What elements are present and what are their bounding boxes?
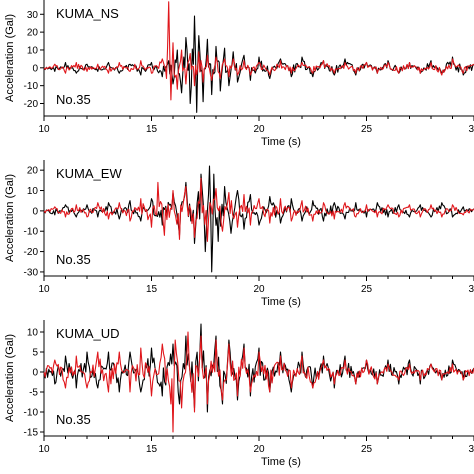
- x-tick-label: 15: [146, 444, 158, 455]
- panel-label: KUMA_EW: [56, 166, 122, 181]
- y-tick-label: -20: [24, 247, 39, 258]
- station-label: No.35: [56, 252, 91, 267]
- y-tick-label: 10: [27, 45, 39, 56]
- y-tick-label: 20: [27, 166, 39, 177]
- x-tick-label: 20: [253, 124, 265, 135]
- x-tick-label: 15: [146, 124, 158, 135]
- y-axis-label: Acceleration (Gal): [4, 14, 16, 102]
- y-tick-label: -15: [24, 428, 39, 439]
- x-tick-label: 25: [361, 124, 373, 135]
- x-tick-label: 20: [253, 284, 265, 295]
- chart-panel-2: 20 10 0 -10 -20 -30 10 15 20 25 3 Time (s) Accelerat…: [4, 160, 474, 308]
- y-tick-label: -30: [24, 267, 39, 278]
- x-tick-label: 10: [38, 284, 50, 295]
- x-tick-label: 25: [361, 284, 373, 295]
- station-label: No.35: [56, 92, 91, 107]
- panel-label: KUMA_NS: [56, 6, 119, 21]
- y-tick-label: 10: [27, 328, 39, 339]
- x-axis-label: Time (s): [261, 136, 301, 148]
- x-axis-label: Time (s): [261, 296, 301, 308]
- chart-panel-3: 10 5 0 -5 -10 -15 10 15 20 25 3 Time (s) Acceleratio…: [4, 320, 474, 468]
- y-tick-label: 30: [27, 10, 39, 21]
- x-tick-label: 10: [38, 444, 50, 455]
- y-tick-label: -20: [24, 99, 39, 110]
- y-tick-label: -10: [24, 227, 39, 238]
- y-tick-label: 0: [32, 63, 38, 74]
- series-line-red: [43, 177, 474, 242]
- x-tick-label: 3: [468, 124, 474, 135]
- series-line-red: [43, 331, 474, 433]
- y-tick-label: 0: [32, 368, 38, 379]
- x-tick-label: 15: [146, 284, 158, 295]
- y-tick-label: 5: [32, 348, 38, 359]
- x-tick-label: 3: [468, 284, 474, 295]
- x-tick-label: 20: [253, 444, 265, 455]
- x-tick-label: 10: [38, 124, 50, 135]
- chart-panel-1: 30 20 10 0 -10 -20 10 15 20 25 3 Time (s) Accelerati…: [4, 0, 474, 148]
- y-tick-label: 20: [27, 28, 39, 39]
- panel-label: KUMA_UD: [56, 326, 120, 341]
- y-tick-label: -10: [24, 408, 39, 419]
- x-axis-label: Time (s): [261, 456, 301, 468]
- y-tick-label: 0: [32, 206, 38, 217]
- y-axis-label: Acceleration (Gal): [4, 334, 16, 422]
- y-axis-label: Acceleration (Gal): [4, 174, 16, 262]
- x-tick-label: 3: [468, 444, 474, 455]
- series-line-red: [43, 1, 474, 101]
- y-tick-label: -5: [29, 388, 38, 399]
- x-tick-label: 25: [361, 444, 373, 455]
- y-tick-label: 10: [27, 186, 39, 197]
- station-label: No.35: [56, 412, 91, 427]
- y-tick-label: -10: [24, 81, 39, 92]
